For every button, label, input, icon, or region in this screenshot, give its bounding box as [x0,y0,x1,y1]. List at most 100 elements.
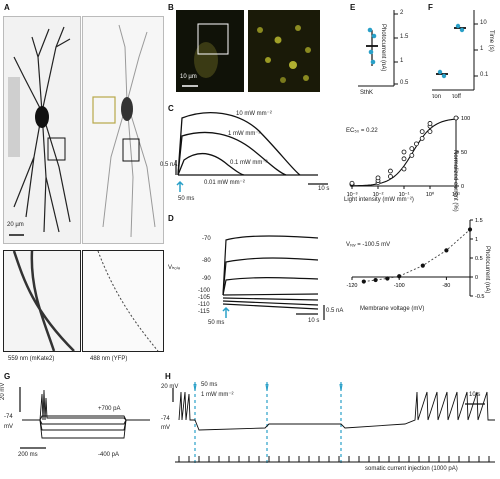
level-m110: -110 [198,302,210,308]
level-m80: -80 [202,258,211,264]
dose-data-point [401,166,407,172]
trace-label-1: 1 mW mm⁻² [228,131,261,137]
f-ytick-1: 1 [480,46,484,52]
dose-xtick-label: 10⁻³ [347,192,358,198]
g-vscale: 20 mV [0,382,6,400]
iv-xlabel: Membrane voltage (mV) [360,306,425,312]
dose-data-point [453,115,459,121]
e-ytick-0-5: 0.5 [400,80,409,86]
h-intensity: 1 mW mm⁻² [201,392,234,398]
panel-h: H 20 mV -74 mV 50 ms 1 mW mm⁻² 10 s soma… [161,372,500,479]
neuron-image-yfp [82,16,164,244]
f-ytick-0-1: 0.1 [480,72,489,78]
dose-data-point [414,141,419,147]
zoom-inset-yfp [82,250,164,352]
iv-xtick-label: -100 [394,283,405,289]
panel-g: G 20 mV -74 mV 200 ms +700 pA -400 pA [0,372,165,479]
iv-chart: -120 -100 -80 -0.5 0 0.5 1 1.5 [346,218,484,300]
panel-c-dose-response: 10⁻³ 10⁻² 10⁻¹ 10⁰ 10¹ 0 50 100 EC₅₀ = 0.22 Lig… [338,110,500,212]
current-injection-ticks [175,456,495,463]
dose-xtick-label: 10¹ [452,192,460,198]
iv-plot: -120 -100 -80 -0.5 0 0.5 1 1.5 [346,218,484,300]
iv-data-point [467,227,473,232]
neuron-image-mkate: 20 µm [3,16,81,244]
pulse-label-c: 50 ms [178,196,195,202]
trace-label-10: 10 mW mm⁻² [236,111,272,117]
panel-label-g: G [4,372,11,381]
trace-label-0-1: 0.1 mW mm⁻² [230,160,268,166]
e-ytick-2: 2 [400,10,404,16]
panel-label-d: D [168,214,174,223]
trace-label-0-01: 0.01 mW mm⁻² [204,180,245,186]
scalebar-label-b: 10 µm [180,74,197,80]
pulse-label-d: 50 ms [208,320,225,326]
g-v0: -74 [4,414,13,420]
iv-ytick-label: 1 [475,237,478,243]
iv-data-point [385,276,390,281]
e-ylabel: Photocurrent (nA) [380,24,386,72]
dose-ytick-label: 0 [461,184,464,190]
h-hscale: 10 s [469,392,481,398]
panel-label-b: B [168,3,174,12]
f-ylabel: Time (s) [488,30,494,52]
panel-f: F 10 1 0.1 Time (s) τon τoff [424,0,500,110]
dose-data-point [419,129,425,135]
dose-xtick-label: 10⁻² [373,192,384,198]
dose-ytick-label: 50 [461,150,467,156]
panel-d: D Vₕₒₗₔ -70 -80 -90 -100 -105 -110 -115 … [168,210,343,330]
photocurrent-traces-c [175,112,328,192]
iv-data-point [373,277,378,283]
panel-label-a: A [4,3,10,12]
f-xtick-on: τon [432,94,442,100]
iv-ytick-label: 0 [475,275,478,281]
zoom-inset-mkate [3,250,81,352]
panel-c: C 10 mW mm⁻² 1 mW mm⁻² 0.1 mW mm⁻² 0.01 … [160,100,338,210]
level-m105: -105 [198,295,211,301]
panel-b: B 10 µm [168,0,343,100]
inset-dendrite-right [97,250,159,352]
iv-ytick-label: 1.5 [475,218,483,224]
panel-label-f: F [428,3,433,12]
neuron-drawing-left [8,26,71,236]
dose-data-point [409,153,415,158]
dose-data-point [401,156,407,162]
ec50-label: EC₅₀ = 0.22 [346,128,378,134]
dose-response-ylabel: Normalized current (%) [452,150,458,212]
iv-ytick-label: -0.5 [475,294,484,300]
iv-xtick-label: -80 [442,283,450,289]
f-xtick-off: τoff [452,94,461,100]
panel-d-iv: -120 -100 -80 -0.5 0 0.5 1 1.5 Vᵣₑᵥ = -100.5 mV… [338,210,500,320]
e-ytick-1: 1 [400,58,404,64]
g-top-current: +700 pA [98,406,121,412]
e-ytick-1-5: 1.5 [400,34,409,40]
dose-data-point [349,180,355,186]
iv-fit-line [363,229,471,283]
hscale-c: 10 s [318,186,330,192]
dose-fit-curve [352,118,457,187]
panel-e: E 2 1.5 1 0.5 Photocurrent (nA) SthK [346,0,424,100]
sthk-photocurrent-plot [358,10,398,87]
long-current-clamp-trace [172,382,495,464]
panel-label-e: E [350,3,356,12]
level-m115: -115 [198,309,210,315]
level-m90: -90 [202,276,211,282]
h-v0: -74 [161,416,170,422]
g-bottom-current: -400 pA [98,452,120,458]
vhold-label: Vₕₒₗₔ [168,265,180,271]
vscale-c: 0.5 nA [160,162,178,168]
iv-data-point [444,248,449,253]
dose-data-point [427,121,433,126]
dose-xtick-label: 10⁰ [426,191,435,198]
h-vscale: 20 mV [161,384,179,390]
dose-response-xlabel: Light intensity (mW mm⁻²) [344,197,414,203]
dose-xtick-label: 10⁻¹ [399,192,410,198]
microscopy-image-b: 10 µm [176,10,244,92]
level-m70: -70 [202,236,211,242]
dose-data-point [388,168,393,174]
dose-data-point [375,175,381,181]
panel-label-h: H [165,372,171,381]
iv-xtick-label: -120 [346,283,357,289]
dose-ytick-label: 100 [461,116,470,122]
current-clamp-steps [19,387,150,449]
h-pulse: 50 ms [201,382,218,388]
